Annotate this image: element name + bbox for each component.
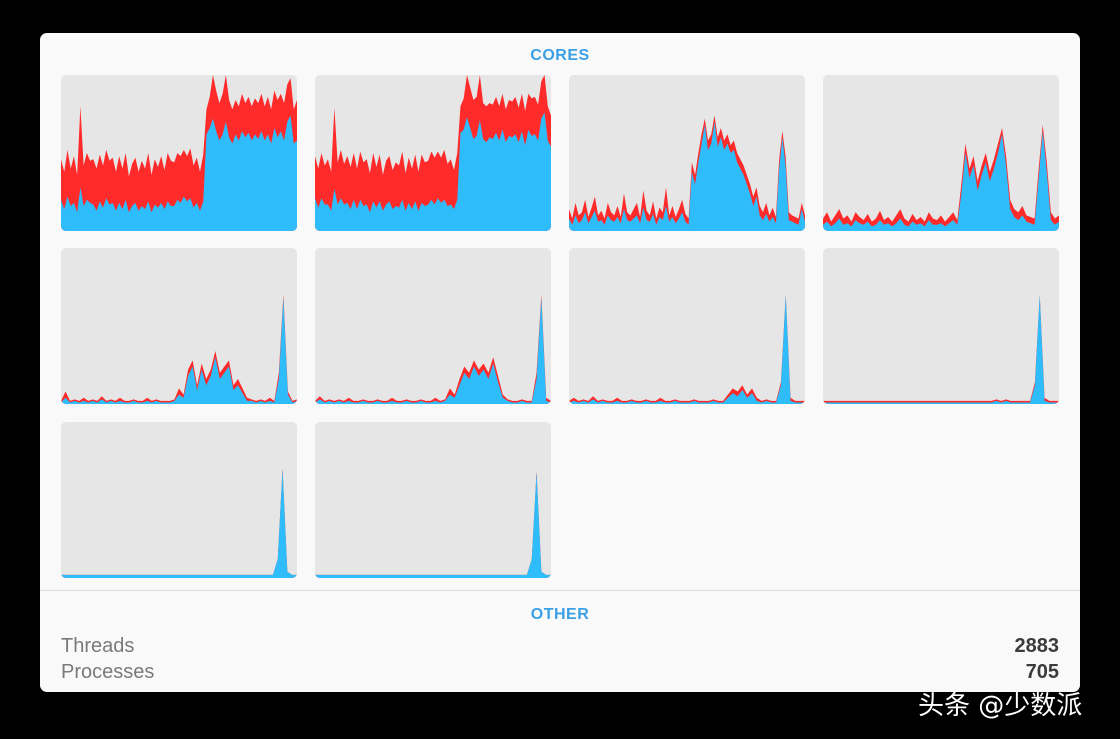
core-9-system-area — [61, 468, 297, 578]
core-10-system-area — [315, 471, 551, 578]
core-graph-9 — [61, 422, 297, 578]
core-4-chart — [823, 124, 1059, 231]
section-divider — [40, 590, 1080, 591]
core-3-chart — [569, 115, 805, 231]
core-graph-8 — [823, 248, 1059, 404]
core-graph-4 — [823, 75, 1059, 231]
core-2-chart — [315, 75, 551, 231]
processes-value: 705 — [1025, 661, 1059, 683]
core-5-system-area — [61, 294, 297, 404]
other-section-title: OTHER — [530, 606, 590, 623]
core-8-chart — [823, 294, 1059, 404]
core-8-user-area — [823, 294, 1059, 404]
core-graph-10 — [315, 422, 551, 578]
processes-row: Processes 705 — [61, 661, 1059, 687]
threads-row: Threads 2883 — [61, 635, 1059, 661]
core-10-user-area — [315, 471, 551, 578]
core-4-user-area — [823, 131, 1059, 231]
core-graph-3 — [569, 75, 805, 231]
core-7-chart — [569, 294, 805, 404]
core-5-user-area — [61, 297, 297, 404]
cores-section-title: CORES — [530, 47, 590, 64]
core-graph-5 — [61, 248, 297, 404]
core-1-chart — [61, 75, 297, 231]
core-9-chart — [61, 468, 297, 578]
core-10-chart — [315, 471, 551, 578]
watermark-text: 头条 @少数派 — [918, 691, 1083, 721]
core-graph-2 — [315, 75, 551, 231]
core-graph-1 — [61, 75, 297, 231]
core-5-chart — [61, 294, 297, 404]
core-2-user-area — [315, 112, 551, 231]
core-6-system-area — [315, 294, 551, 404]
threads-label: Threads — [61, 635, 135, 657]
core-7-user-area — [569, 294, 805, 404]
core-6-user-area — [315, 297, 551, 404]
core-8-system-area — [823, 294, 1059, 404]
core-6-chart — [315, 294, 551, 404]
core-1-user-area — [61, 115, 297, 231]
core-9-user-area — [61, 468, 297, 578]
core-graph-6 — [315, 248, 551, 404]
cpu-history-panel: CORES OTHER Threads 2883 Processes 705 — [40, 33, 1080, 692]
threads-value: 2883 — [1014, 635, 1060, 657]
core-3-system-area — [569, 115, 805, 231]
core-4-system-area — [823, 124, 1059, 231]
core-7-system-area — [569, 294, 805, 404]
processes-label: Processes — [61, 661, 155, 683]
core-3-user-area — [569, 121, 805, 231]
core-graph-7 — [569, 248, 805, 404]
